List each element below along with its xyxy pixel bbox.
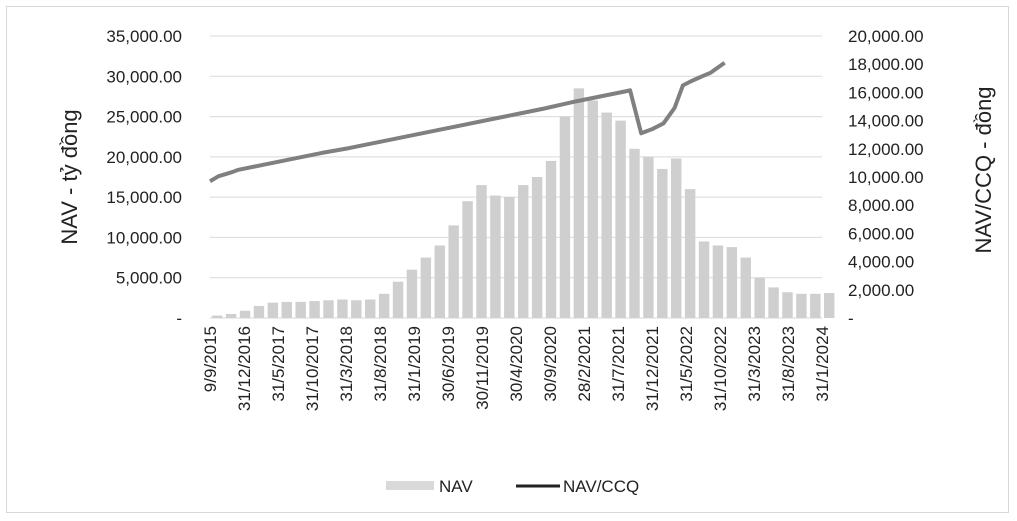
left-tick-label: 5,000.00 <box>116 269 182 288</box>
nav-bar <box>629 148 640 318</box>
nav-bar <box>309 301 320 318</box>
nav-bar <box>323 300 334 318</box>
nav-bar <box>267 302 279 318</box>
x-tick-label: 31/12/2016 <box>235 326 254 411</box>
right-tick-label: 2,000.00 <box>848 281 914 300</box>
x-tick-label: 28/2/2021 <box>575 326 594 402</box>
nav-ccq-line <box>208 61 726 183</box>
x-tick-label: 30/4/2020 <box>507 326 526 402</box>
nav-bar <box>810 293 821 318</box>
right-tick-label: 20,000.00 <box>848 27 924 46</box>
nav-bars <box>212 88 835 319</box>
nav-bar <box>281 301 292 318</box>
nav-bar <box>726 247 738 318</box>
nav-bar <box>365 299 376 318</box>
right-tick-label: - <box>848 309 854 328</box>
right-tick-label: 14,000.00 <box>848 112 924 131</box>
nav-bar <box>531 177 543 318</box>
nav-bar <box>782 292 793 318</box>
nav-bar <box>239 310 251 318</box>
x-axis-ticks: 9/9/2015 31/12/2016 31/5/2017 31/10/2017 31/… <box>201 326 832 411</box>
left-tick-label: 10,000.00 <box>106 228 182 247</box>
nav-bar <box>351 300 362 318</box>
nav-bar <box>337 299 348 318</box>
nav-bar <box>573 88 585 318</box>
legend-nav-swatch <box>386 481 434 490</box>
right-axis-title: NAV/CCQ - đồng <box>971 86 996 253</box>
nav-bar <box>420 257 432 318</box>
left-tick-label: 30,000.00 <box>106 67 182 86</box>
nav-bar <box>615 120 626 318</box>
nav-bar <box>684 189 696 318</box>
left-axis-ticks: - 5,000.00 10,000.00 15,000.00 20,000.00 25,0… <box>106 27 182 328</box>
x-tick-label: 31/10/2017 <box>303 326 322 411</box>
left-tick-label: 25,000.00 <box>106 108 182 127</box>
legend-navccq-label: NAV/CCQ <box>563 477 639 496</box>
right-tick-label: 4,000.00 <box>848 253 914 272</box>
x-tick-label: 31/5/2017 <box>269 326 288 402</box>
right-tick-label: 6,000.00 <box>848 224 914 243</box>
x-tick-label: 31/1/2019 <box>405 326 424 402</box>
right-tick-label: 18,000.00 <box>848 55 924 74</box>
right-tick-label: 10,000.00 <box>848 168 924 187</box>
right-tick-label: 12,000.00 <box>848 140 924 159</box>
nav-bar <box>545 160 557 318</box>
nav-bar <box>587 100 598 318</box>
x-tick-label: 31/8/2018 <box>371 326 390 402</box>
x-tick-label: 31/10/2022 <box>711 326 730 411</box>
nav-bar <box>698 241 710 318</box>
nav-bar <box>378 293 390 318</box>
nav-bar <box>643 156 654 318</box>
x-tick-label: 30/11/2019 <box>473 326 492 410</box>
nav-bar <box>490 195 501 318</box>
nav-bar <box>657 168 668 318</box>
left-tick-label: - <box>176 309 182 328</box>
nav-bar <box>448 225 459 318</box>
right-tick-label: 16,000.00 <box>848 83 924 102</box>
nav-bar <box>225 313 237 318</box>
nav-bar <box>796 293 807 318</box>
nav-bar <box>559 116 571 318</box>
nav-bar <box>518 185 529 318</box>
nav-bar <box>740 257 751 318</box>
nav-bar <box>712 245 724 318</box>
x-tick-label: 31/3/2023 <box>745 326 764 402</box>
x-tick-label: 31/3/2018 <box>337 326 356 402</box>
chart-frame <box>6 6 1009 513</box>
nav-bar <box>671 158 682 318</box>
legend-nav-label: NAV <box>439 477 473 496</box>
nav-bar <box>253 305 265 318</box>
nav-bar <box>295 301 306 318</box>
left-tick-label: 35,000.00 <box>106 27 182 46</box>
nav-bar <box>601 112 612 319</box>
right-axis-ticks: - 2,000.00 4,000.00 6,000.00 8,000.00 10,000.… <box>848 27 924 328</box>
nav-bar <box>462 201 473 318</box>
nav-bar <box>504 197 515 318</box>
legend: NAV NAV/CCQ <box>386 477 639 496</box>
x-tick-label: 31/12/2021 <box>643 326 662 411</box>
x-tick-label: 9/9/2015 <box>201 326 220 392</box>
nav-bar <box>768 287 779 318</box>
nav-bar <box>392 281 404 318</box>
nav-bar <box>434 245 445 318</box>
x-tick-label: 30/6/2019 <box>439 326 458 402</box>
x-tick-label: 31/1/2024 <box>813 326 832 402</box>
x-tick-label: 31/5/2022 <box>677 326 696 402</box>
x-tick-label: 31/8/2023 <box>779 326 798 402</box>
left-tick-label: 20,000.00 <box>106 148 182 167</box>
nav-ccq-series <box>208 61 726 183</box>
left-axis-title: NAV - tỷ đồng <box>57 109 82 244</box>
x-tick-label: 30/9/2020 <box>541 326 560 402</box>
left-tick-label: 15,000.00 <box>106 188 182 207</box>
nav-bar <box>212 315 223 318</box>
x-tick-label: 31/7/2021 <box>609 326 628 402</box>
nav-bar <box>754 277 765 318</box>
nav-bar <box>824 293 835 318</box>
nav-bar <box>476 185 487 318</box>
nav-bar <box>406 269 418 318</box>
right-tick-label: 8,000.00 <box>848 196 914 215</box>
